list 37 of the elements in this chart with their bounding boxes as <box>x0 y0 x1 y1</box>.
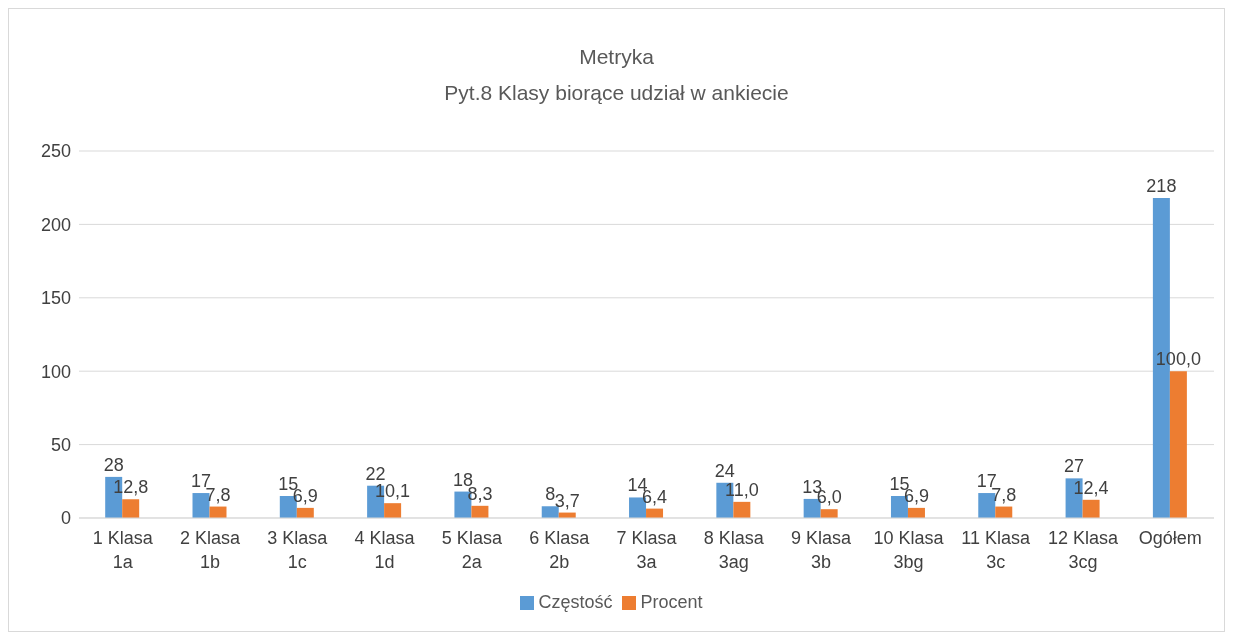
y-tick-label: 250 <box>40 141 71 162</box>
y-tick-label: 100 <box>40 361 71 382</box>
data-label: 27 <box>1064 456 1085 477</box>
bar <box>733 501 751 518</box>
bar <box>471 505 489 518</box>
x-tick-label: 6 Klasa 2b <box>529 528 591 572</box>
data-label: 22 <box>365 463 386 484</box>
y-tick-label: 150 <box>40 288 71 309</box>
x-tick-label: 4 Klasa 1d <box>354 528 416 572</box>
legend-label: Procent <box>640 592 703 612</box>
chart-title: Metryka <box>578 44 655 70</box>
data-label: 218 <box>1146 175 1177 196</box>
bar <box>820 509 838 518</box>
y-tick-label: 200 <box>40 214 71 235</box>
legend-label: Częstość <box>538 592 613 612</box>
x-tick-label: 7 Klasa 3a <box>616 528 678 572</box>
x-tick-label: 12 Klasa 3cg <box>1048 528 1120 572</box>
x-tick-label: Ogółem <box>1138 528 1202 548</box>
x-tick-label: 5 Klasa 2a <box>441 528 503 572</box>
chart-subtitle: Pyt.8 Klasy biorące udział w ankiecie <box>443 80 790 106</box>
x-tick-label: 10 Klasa 3bg <box>873 528 945 572</box>
x-tick-label: 2 Klasa 1b <box>179 528 241 572</box>
x-tick-label: 11 Klasa 3c <box>961 528 1032 572</box>
data-label: 3,7 <box>554 490 580 511</box>
data-label: 8 <box>545 484 556 505</box>
x-tick-label: 9 Klasa 3b <box>791 528 853 572</box>
data-label: 24 <box>714 460 735 481</box>
x-tick-label: 8 Klasa 3ag <box>703 528 765 572</box>
y-tick-label: 0 <box>60 508 71 529</box>
data-label: 28 <box>103 454 124 475</box>
bar <box>122 499 140 518</box>
bar <box>384 503 402 518</box>
x-tick-label: 3 Klasa 1c <box>267 528 329 572</box>
x-tick-label: 1 Klasa 1a <box>92 528 154 572</box>
bar <box>1082 499 1100 518</box>
bar <box>1169 371 1187 518</box>
y-tick-label: 50 <box>50 434 71 455</box>
